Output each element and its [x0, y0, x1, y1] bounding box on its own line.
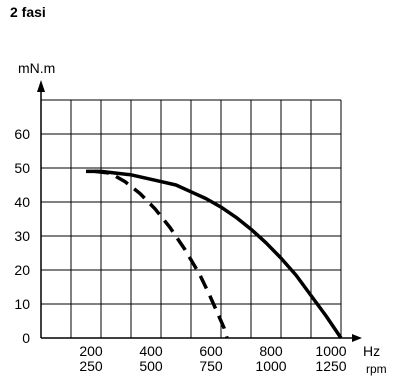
- y-tick-label: 30: [14, 228, 30, 244]
- y-tick-label: 10: [14, 296, 30, 312]
- x-tick-label-rpm: 1000: [255, 358, 286, 374]
- series-line-solid: [86, 169, 343, 339]
- grid: [41, 99, 342, 338]
- axes: [37, 80, 362, 342]
- y-tick-label: 40: [14, 194, 30, 210]
- tick-labels: 0102030405060200250400500600750800100010…: [14, 60, 386, 376]
- x-axis-arrow-icon: [352, 334, 362, 342]
- x-tick-label-hz: 400: [139, 343, 163, 359]
- series-layer: [86, 169, 343, 339]
- y-tick-label: 60: [14, 126, 30, 142]
- x-tick-label-rpm: 500: [139, 358, 163, 374]
- series-line-dashed: [94, 169, 229, 339]
- x-tick-label-hz: 600: [199, 343, 223, 359]
- x-tick-label-hz: 1000: [315, 343, 346, 359]
- y-tick-label: 50: [14, 160, 30, 176]
- x-axis-unit-rpm: rpm: [366, 362, 387, 376]
- chart-heading: 2 fasi: [10, 4, 46, 20]
- x-tick-label-rpm: 750: [199, 358, 223, 374]
- y-tick-label: 20: [14, 262, 30, 278]
- x-tick-label-rpm: 250: [79, 358, 103, 374]
- x-axis-unit-hz: Hz: [363, 343, 380, 359]
- x-tick-label-rpm: 1250: [315, 358, 346, 374]
- x-tick-label-hz: 800: [259, 343, 283, 359]
- x-tick-label-hz: 200: [79, 343, 103, 359]
- y-axis-unit-label: mN.m: [18, 60, 55, 76]
- y-axis-arrow-icon: [37, 80, 45, 92]
- y-tick-label: 0: [22, 330, 30, 346]
